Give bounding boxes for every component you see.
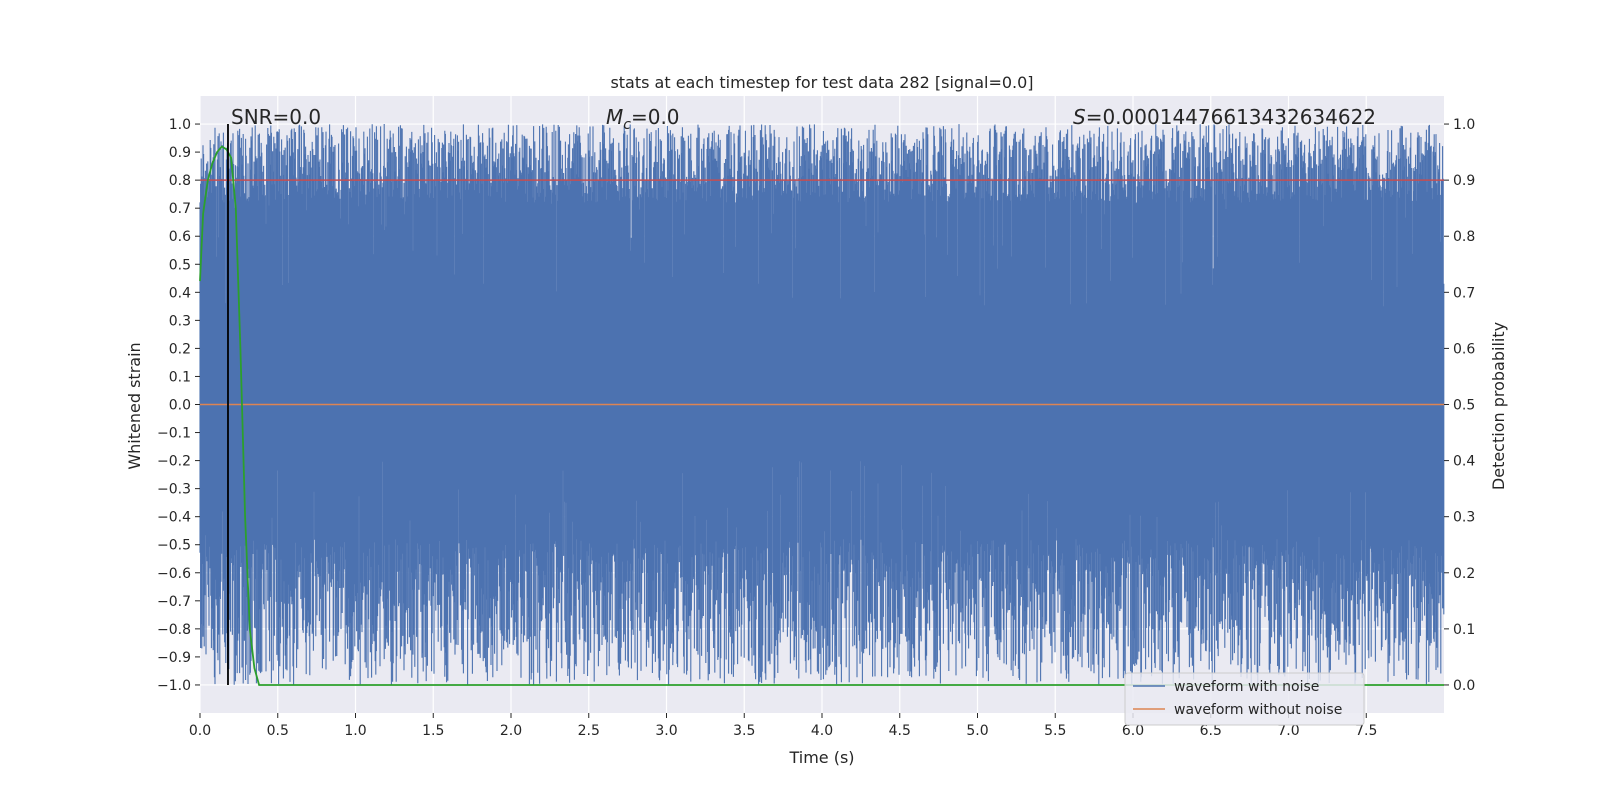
x-tick-label: 0.0: [189, 723, 211, 739]
y-left-tick-label: 0.1: [169, 369, 191, 385]
chirp-mass-annotation: Mc=0.0: [606, 105, 680, 133]
x-tick-label: 4.5: [889, 723, 911, 739]
y-left-tick-label: 0.8: [169, 173, 191, 189]
legend-label-noise: waveform with noise: [1174, 679, 1319, 695]
x-tick-label: 5.5: [1044, 723, 1066, 739]
legend-box: [1124, 672, 1365, 726]
y-left-tick-label: −0.2: [157, 454, 191, 470]
y-left-tick-label: −0.5: [157, 538, 191, 554]
y-axis-right-label: Detection probability: [1489, 322, 1508, 490]
x-tick-label: 6.0: [1122, 723, 1144, 739]
x-tick-label: 2.0: [500, 723, 522, 739]
x-tick-label: 0.5: [267, 723, 289, 739]
x-tick-label: 1.5: [422, 723, 444, 739]
axes: 0.0 0.5 1.0 1.5 2.0 2.5 3.0 3.5 4.0 4.5 5.0 5.5 6.0 6…: [157, 117, 1475, 739]
y-left-tick-label: 0.2: [169, 341, 191, 357]
y-left-tick-label: −0.8: [157, 622, 191, 638]
y-axis-left-label: Whitened strain: [125, 342, 144, 469]
s-symbol: S: [1073, 105, 1086, 129]
y-left-tick-label: 0.6: [169, 229, 191, 245]
y-left-tick-label: 0.5: [169, 257, 191, 273]
y-left-tick-label: 0.4: [169, 285, 191, 301]
snr-annotation: SNR=0.0: [231, 105, 321, 129]
legend: waveform with noise waveform without noi…: [1124, 672, 1365, 726]
x-tick-label: 1.0: [344, 723, 366, 739]
y-right-tick-label: 0.2: [1453, 566, 1475, 582]
y-left-tick-label: 0.0: [169, 398, 191, 414]
mc-value: =0.0: [631, 105, 680, 129]
y-left-tick-label: −0.9: [157, 650, 191, 666]
series-waveform-with-noise: [199, 124, 1445, 685]
y-right-tick-label: 0.9: [1453, 173, 1475, 189]
x-axis-label: Time (s): [788, 748, 854, 767]
y-left-tick-label: 0.3: [169, 313, 191, 329]
y-left-tick-label: −0.4: [157, 510, 191, 526]
y-left-tick-label: 0.7: [169, 201, 191, 217]
chart-title: stats at each timestep for test data 282…: [610, 73, 1033, 92]
x-tick-label: 3.5: [733, 723, 755, 739]
mc-subscript: c: [623, 117, 631, 133]
s-value: =0.00014476613432634622: [1086, 105, 1376, 129]
y-left-tick-label: 1.0: [169, 117, 191, 133]
y-right-tick-label: 0.8: [1453, 229, 1475, 245]
y-right-tick-label: 1.0: [1453, 117, 1475, 133]
y-left-tick-label: −0.3: [157, 482, 191, 498]
x-tick-label: 2.5: [578, 723, 600, 739]
y-right-tick-label: 0.4: [1453, 454, 1475, 470]
y-right-tick-label: 0.1: [1453, 622, 1475, 638]
x-tick-label: 3.0: [655, 723, 677, 739]
x-tick-label: 4.0: [811, 723, 833, 739]
y-left-tick-label: −0.7: [157, 594, 191, 610]
y-left-tick-label: −0.6: [157, 566, 191, 582]
detection-probability-line: [199, 145, 1444, 686]
y-right-tick-label: 0.6: [1453, 341, 1475, 357]
y-left-tick-label: −1.0: [157, 678, 191, 694]
x-tick-label: 7.5: [1355, 723, 1377, 739]
y-right-tick-label: 0.3: [1453, 510, 1475, 526]
x-tick-label: 7.0: [1277, 723, 1299, 739]
score-annotation: S=0.00014476613432634622: [1073, 105, 1376, 129]
mc-symbol: M: [606, 105, 623, 129]
legend-label-clean: waveform without noise: [1174, 702, 1342, 718]
x-tick-label: 5.0: [966, 723, 988, 739]
y-left-tick-label: −0.1: [157, 426, 191, 442]
y-right-tick-label: 0.5: [1453, 398, 1475, 414]
y-right-tick-label: 0.0: [1453, 678, 1475, 694]
y-right-tick-label: 0.7: [1453, 285, 1475, 301]
noise-waveform: [199, 124, 1445, 685]
series-lines: [199, 124, 1444, 686]
x-tick-label: 6.5: [1200, 723, 1222, 739]
y-left-tick-label: 0.9: [169, 145, 191, 161]
